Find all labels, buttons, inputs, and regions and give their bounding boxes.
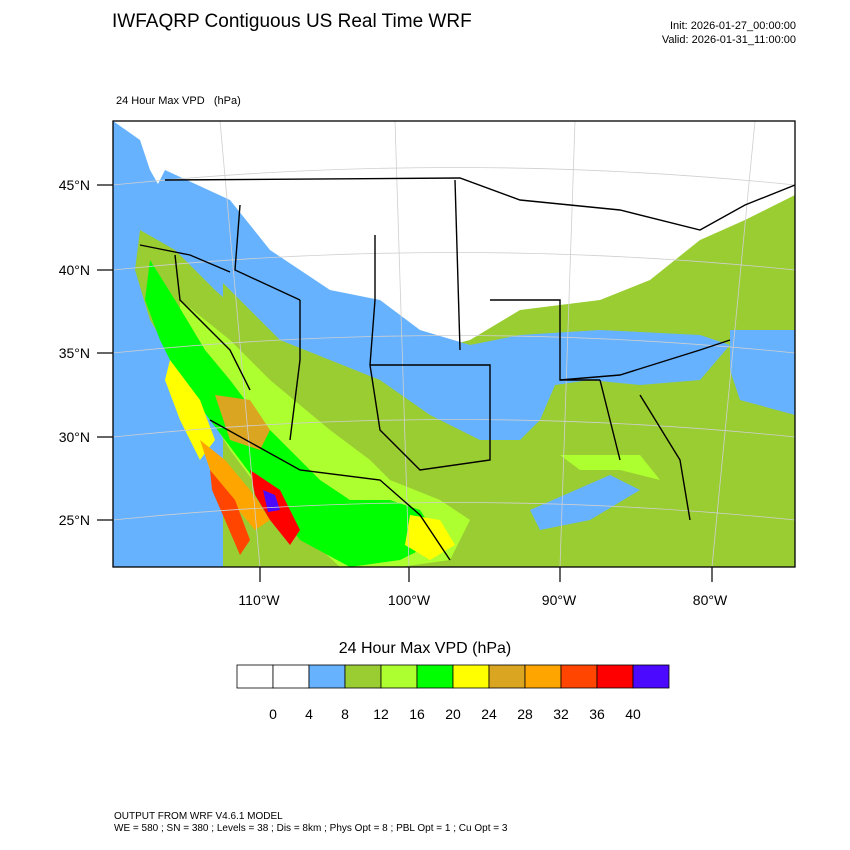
graticule bbox=[113, 121, 795, 567]
lat-label-30: 30°N bbox=[59, 429, 90, 445]
colorbar-tick-label: 36 bbox=[589, 706, 605, 722]
canada-land bbox=[320, 121, 795, 190]
colorbar-tick-label: 28 bbox=[517, 706, 533, 722]
vpd-band-20-24-west bbox=[165, 360, 215, 460]
lon-label-100: 100°W bbox=[388, 592, 431, 608]
field-unit: (hPa) bbox=[213, 95, 241, 107]
colorbar-tick-label: 24 bbox=[481, 706, 497, 722]
colorbar-tick-label: 4 bbox=[305, 706, 313, 722]
colorbar-swatch bbox=[380, 664, 418, 689]
colorbar-tick-label: 0 bbox=[269, 706, 277, 722]
colorbar-swatch bbox=[560, 664, 598, 689]
map-frame bbox=[112, 120, 796, 568]
colorbar-swatch bbox=[632, 664, 670, 689]
map-panel bbox=[113, 121, 795, 567]
colorbar-tick-label: 16 bbox=[409, 706, 425, 722]
vpd-band-24-28 bbox=[215, 395, 270, 450]
lat-label-25: 25°N bbox=[59, 512, 90, 528]
lon-label-80: 80°W bbox=[693, 592, 728, 608]
colorbar-swatch bbox=[452, 664, 490, 689]
lat-label-40: 40°N bbox=[59, 262, 90, 278]
colorbar-swatch bbox=[488, 664, 526, 689]
vpd-band-12-16 bbox=[180, 300, 470, 567]
lon-label-90: 90°W bbox=[542, 592, 577, 608]
model-info: OUTPUT FROM WRF V4.6.1 MODEL bbox=[114, 811, 283, 822]
vpd-band-over-40 bbox=[263, 490, 280, 512]
colorbar-swatch bbox=[272, 664, 310, 689]
colorbar-swatch bbox=[524, 664, 562, 689]
colorbar-tick-label: 32 bbox=[553, 706, 569, 722]
northern-low-vpd bbox=[113, 121, 795, 350]
colorbar-tick-label: 20 bbox=[445, 706, 461, 722]
plot-title: IWFAQRP Contiguous US Real Time WRF bbox=[112, 11, 472, 32]
model-config: WE = 580 ; SN = 380 ; Levels = 38 ; Dis … bbox=[114, 823, 508, 834]
lon-label-110: 110°W bbox=[238, 592, 280, 608]
colorbar-swatch bbox=[416, 664, 454, 689]
init-time: Init: 2026-01-27_00:00:00 bbox=[670, 20, 796, 32]
colorbar-tick-label: 8 bbox=[341, 706, 349, 722]
valid-time: Valid: 2026-01-31_11:00:00 bbox=[661, 34, 796, 46]
lat-label-35: 35°N bbox=[59, 345, 90, 361]
colorbar-title: 24 Hour Max VPD (hPa) bbox=[338, 640, 512, 657]
vpd-band-32-36 bbox=[210, 470, 250, 555]
colorbar: 0 4 8 12 16 20 24 28 32 36 40 bbox=[236, 664, 670, 722]
field-name: 24 Hour Max VPD bbox=[116, 95, 205, 107]
gulf-shelf bbox=[530, 475, 640, 530]
colorbar-tick-label: 12 bbox=[373, 706, 389, 722]
colorbar-swatch bbox=[596, 664, 634, 689]
colorbar-swatch bbox=[236, 664, 274, 689]
axis-ticks bbox=[97, 184, 713, 582]
colorbar-tick-label: 40 bbox=[625, 706, 641, 722]
vpd-band-12-16-southeast bbox=[560, 455, 660, 480]
lat-label-45: 45°N bbox=[59, 177, 90, 193]
colorbar-swatch bbox=[344, 664, 382, 689]
field-label: 24 Hour Max VPD (hPa) bbox=[116, 95, 241, 107]
boundaries bbox=[139, 177, 795, 561]
vpd-band-28-32 bbox=[200, 440, 270, 530]
vpd-band-4-8 bbox=[150, 170, 730, 440]
colorbar-swatch bbox=[308, 664, 346, 689]
